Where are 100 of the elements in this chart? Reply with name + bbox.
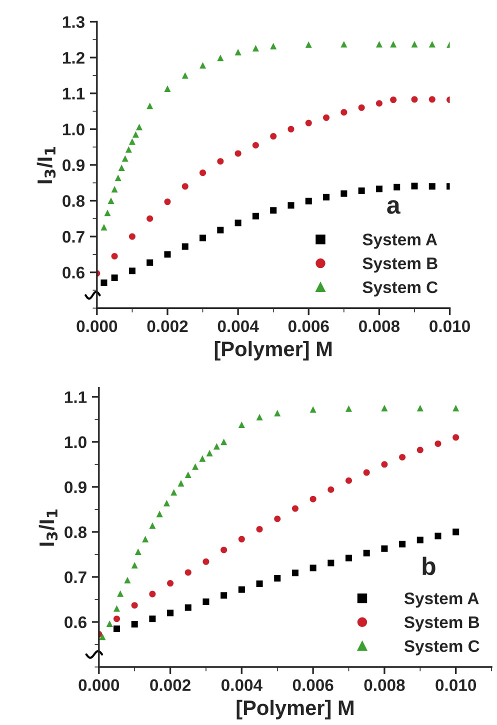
point bbox=[394, 184, 400, 190]
point bbox=[200, 234, 206, 242]
point bbox=[220, 592, 228, 599]
legend-label: System C bbox=[362, 281, 438, 296]
point bbox=[292, 505, 298, 512]
point bbox=[149, 522, 156, 529]
y-tick-label: 0.9 bbox=[62, 159, 84, 172]
point bbox=[113, 605, 120, 612]
point bbox=[217, 226, 224, 234]
point bbox=[428, 41, 436, 48]
y-tick-label: 1.0 bbox=[64, 436, 86, 448]
annotation: a bbox=[387, 200, 400, 214]
point bbox=[202, 558, 210, 565]
point bbox=[411, 96, 418, 103]
y-tick-label: 0.6 bbox=[62, 266, 85, 279]
point bbox=[104, 210, 111, 216]
point bbox=[288, 126, 294, 132]
point bbox=[146, 215, 154, 222]
point bbox=[164, 198, 171, 206]
point bbox=[192, 463, 199, 470]
point bbox=[288, 202, 294, 209]
point bbox=[134, 548, 142, 556]
point bbox=[416, 536, 424, 544]
point bbox=[358, 104, 365, 111]
legend-label: System A bbox=[404, 592, 479, 608]
y-tick-label: 0.7 bbox=[62, 230, 84, 243]
point bbox=[220, 438, 228, 446]
point bbox=[184, 604, 192, 611]
point bbox=[270, 42, 277, 50]
point bbox=[131, 620, 138, 628]
point bbox=[416, 404, 424, 412]
point bbox=[411, 41, 418, 48]
x-tick-label: 0.002 bbox=[150, 679, 190, 692]
point bbox=[452, 404, 460, 412]
point bbox=[234, 48, 242, 56]
y-tick-label: 0.6 bbox=[64, 616, 86, 628]
point bbox=[184, 569, 192, 576]
point bbox=[234, 220, 242, 226]
point bbox=[234, 150, 242, 157]
point bbox=[184, 472, 192, 478]
point bbox=[399, 540, 406, 548]
point bbox=[167, 580, 174, 587]
point bbox=[252, 212, 259, 220]
point bbox=[346, 405, 352, 412]
point bbox=[390, 41, 397, 48]
point bbox=[270, 133, 277, 140]
point bbox=[274, 516, 281, 522]
point bbox=[292, 570, 298, 576]
point bbox=[252, 142, 259, 149]
point bbox=[100, 224, 108, 230]
point bbox=[310, 564, 316, 572]
point bbox=[136, 124, 143, 130]
point bbox=[113, 616, 120, 622]
point bbox=[113, 625, 120, 632]
point bbox=[434, 440, 442, 447]
point bbox=[200, 62, 206, 69]
point bbox=[200, 170, 206, 176]
point bbox=[111, 252, 118, 260]
x-tick-label: 0.008 bbox=[364, 679, 405, 692]
point bbox=[99, 634, 106, 640]
point bbox=[256, 526, 263, 532]
point bbox=[238, 586, 245, 593]
point bbox=[305, 120, 312, 126]
point bbox=[131, 602, 138, 609]
point bbox=[411, 182, 418, 190]
annotation: b bbox=[422, 556, 436, 576]
point bbox=[182, 183, 188, 190]
point bbox=[106, 620, 113, 628]
point bbox=[381, 545, 388, 552]
point bbox=[114, 174, 122, 182]
point bbox=[340, 109, 348, 116]
point bbox=[131, 562, 138, 569]
point bbox=[363, 550, 370, 556]
point bbox=[346, 554, 352, 562]
y-tick-label: 0.8 bbox=[64, 526, 87, 538]
point bbox=[111, 186, 118, 193]
y-axis-title: I$_{3}$/I$_{1}$ bbox=[36, 147, 56, 184]
point bbox=[220, 546, 228, 554]
point bbox=[274, 410, 281, 416]
point bbox=[256, 414, 263, 420]
point bbox=[363, 469, 370, 476]
point bbox=[124, 576, 131, 584]
point bbox=[340, 41, 348, 48]
point bbox=[164, 251, 171, 258]
point bbox=[213, 443, 220, 450]
x-tick-label: 0.000 bbox=[76, 320, 118, 332]
point bbox=[146, 102, 154, 110]
y-tick-label: 0.9 bbox=[64, 481, 86, 494]
legend-label: System B bbox=[404, 616, 480, 632]
x-axis-title: [Polymer] M bbox=[214, 341, 332, 360]
point bbox=[256, 580, 263, 587]
point bbox=[128, 138, 136, 145]
legend-label: System A bbox=[362, 234, 438, 249]
point bbox=[170, 489, 178, 496]
point bbox=[328, 486, 334, 493]
point bbox=[346, 477, 352, 484]
y-tick-label: 0.7 bbox=[64, 571, 86, 584]
point bbox=[238, 422, 245, 428]
point bbox=[128, 233, 136, 240]
point bbox=[323, 194, 330, 200]
